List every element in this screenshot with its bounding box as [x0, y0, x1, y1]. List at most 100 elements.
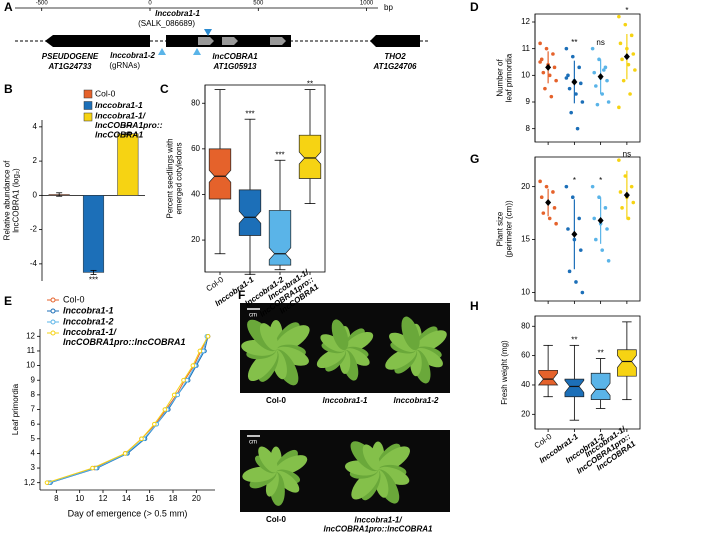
leaf: [275, 346, 309, 366]
point: [626, 216, 631, 221]
rosette: [316, 319, 374, 381]
box: [537, 369, 559, 386]
x-tick-label: 8: [54, 494, 59, 503]
point: [574, 280, 578, 284]
y-tick-label: 60: [521, 351, 530, 360]
gene-diagram: bp lnccobra1-1 (SALK_086689) lnccobra1-2…: [15, 3, 430, 71]
series-line: [49, 336, 208, 484]
point: [621, 78, 626, 83]
photo-label: Col-0: [266, 515, 287, 524]
point: [605, 78, 609, 83]
significance: ns: [596, 38, 604, 47]
legend-swatch: [83, 89, 93, 99]
point: [552, 206, 557, 210]
point: [566, 73, 570, 78]
leaf: [401, 316, 420, 351]
point: [566, 227, 570, 231]
point: [594, 237, 598, 242]
point: [633, 68, 637, 72]
significance: ns: [623, 149, 631, 158]
point: [539, 195, 544, 200]
point: [580, 290, 585, 295]
leaf: [258, 446, 278, 473]
y-tick-label: 1,2: [24, 478, 36, 487]
point: [580, 100, 585, 104]
bp-tick-label: 1000: [360, 1, 374, 7]
y-tick-label: 2: [33, 156, 38, 165]
legend-swatch: [83, 101, 93, 110]
exon-arrow: [222, 37, 238, 45]
point: [575, 126, 580, 131]
panel-label: A: [4, 0, 13, 14]
point: [578, 81, 583, 86]
point: [605, 227, 609, 231]
x-tick-label: 20: [192, 494, 201, 503]
point: [547, 216, 552, 221]
point: [594, 84, 598, 88]
point: [551, 190, 555, 194]
y-tick-label: 10: [26, 361, 35, 370]
y-tick-label: 3: [31, 463, 36, 472]
series-line: [46, 336, 209, 484]
y-axis-label: Percent seedlings withemerged cotyledons: [166, 138, 184, 218]
point: [541, 211, 546, 215]
x-tick-label: 12: [99, 494, 108, 503]
point: [122, 451, 128, 456]
box: [617, 349, 637, 377]
panel-label: C: [160, 82, 169, 96]
legend-label: Col-0: [63, 294, 85, 304]
mean: [571, 230, 578, 238]
panel-label: G: [470, 152, 479, 166]
photo-label: lnccobra1-1/lncCOBRA1pro::lncCOBRA1: [324, 516, 433, 534]
mean: [571, 78, 578, 86]
point: [620, 206, 624, 210]
y-tick-label: 11: [522, 44, 531, 53]
mean: [623, 191, 630, 199]
gene-box: [370, 35, 420, 47]
y-tick-label: 40: [191, 190, 200, 199]
significance: *: [625, 6, 628, 15]
point: [551, 52, 555, 56]
point: [44, 480, 50, 485]
significance: **: [571, 335, 577, 344]
point: [543, 86, 547, 91]
point: [564, 184, 569, 189]
point: [574, 92, 578, 96]
leaf: [331, 319, 349, 351]
y-tick-label: 4: [33, 122, 38, 131]
gene-id: AT1G05913: [213, 62, 258, 71]
y-tick-label: 9: [31, 375, 36, 384]
point: [592, 216, 597, 221]
y-axis-label: Plant size(perimeter (cm)): [496, 200, 514, 258]
point: [171, 392, 177, 398]
mean: [623, 53, 630, 61]
x-tick-label: 16: [145, 494, 154, 503]
box: [590, 372, 611, 400]
x-tick-label: Col-0: [205, 275, 226, 294]
point: [162, 407, 168, 412]
gene-name: lncCOBRA1: [212, 52, 258, 61]
gene-name: THO2: [384, 52, 406, 61]
y-tick-label: 20: [521, 409, 530, 418]
grna-marker: [193, 48, 201, 55]
legend-marker: [50, 297, 56, 303]
y-tick-label: 5: [31, 434, 36, 443]
point: [538, 41, 542, 46]
grna-label: lnccobra1-2: [110, 51, 155, 60]
y-tick-label: 4: [31, 449, 36, 458]
plot-frame: [534, 156, 641, 302]
exon-arrow: [270, 37, 286, 45]
legend-label: lnccobra1-1: [95, 100, 143, 110]
point: [600, 248, 605, 252]
point: [541, 70, 546, 75]
y-tick-label: 10: [521, 70, 530, 79]
legend-marker: [50, 319, 56, 325]
point: [205, 334, 211, 339]
y-tick-label: 8: [31, 390, 36, 399]
y-tick-label: 80: [191, 98, 200, 107]
point: [626, 62, 631, 67]
x-tick-label: 10: [75, 494, 84, 503]
grna-marker: [158, 48, 166, 55]
